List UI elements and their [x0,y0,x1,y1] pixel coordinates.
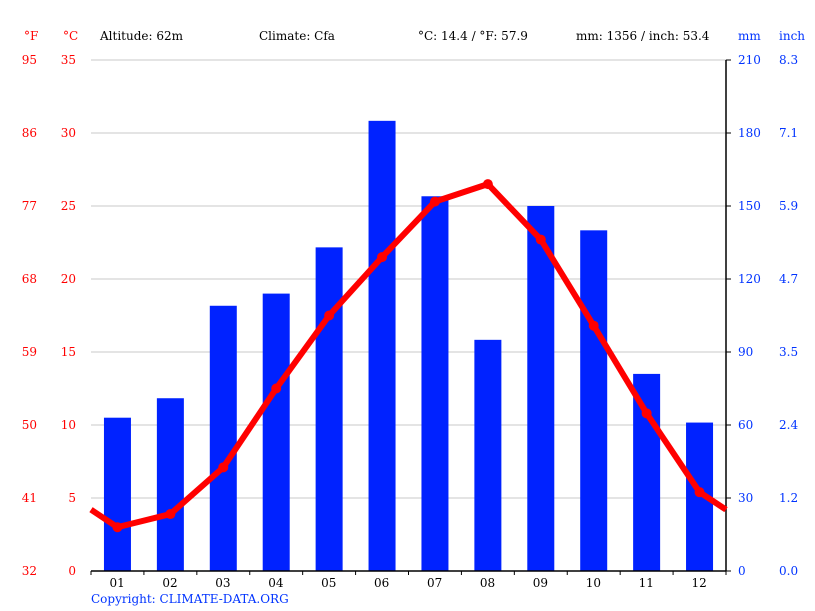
fahrenheit-unit-label: °F [24,29,39,43]
tick-label: 10 [60,418,76,432]
temperature-point [165,509,176,520]
month-label: 03 [215,576,231,590]
tick-label: 60 [738,418,754,432]
tick-label: 25 [60,199,76,213]
tick-label: 0.0 [779,564,799,578]
tick-label: 59 [21,345,37,359]
tick-label: 86 [21,126,37,140]
temperature-point [324,310,335,321]
temperature-point [694,487,705,498]
tick-label: 35 [60,53,76,67]
temperature-point [641,408,652,419]
precipitation-bar [262,293,290,571]
tick-label: 8.3 [779,53,799,67]
tick-label: 180 [738,126,761,140]
precipitation-bar [580,230,608,572]
temperature-point [482,179,493,190]
tick-label: 5.9 [779,199,799,213]
tick-label: 77 [21,199,37,213]
altitude-label: Altitude: 62m [100,29,184,43]
precipitation-bar [209,305,237,571]
temperature-point [535,234,546,245]
precipitation-summary: mm: 1356 / inch: 53.4 [576,29,710,43]
tick-label: 150 [738,199,761,213]
month-label: 04 [268,576,284,590]
tick-label: 7.1 [779,126,799,140]
tick-label: 3.5 [779,345,799,359]
precipitation-bar [527,206,555,571]
tick-label: 210 [738,53,761,67]
temperature-point [377,252,388,263]
tick-label: 95 [21,53,37,67]
mm-unit-label: mm [738,29,761,43]
month-label: 11 [638,576,654,590]
tick-label: 50 [21,418,37,432]
tick-label: 68 [21,272,37,286]
tick-label: 2.4 [779,418,799,432]
month-label: 12 [691,576,707,590]
precipitation-bar [474,339,502,571]
precipitation-bar [156,398,184,571]
temperature-line [89,181,728,531]
month-label: 07 [426,576,443,590]
precipitation-bar [421,196,449,571]
precipitation-bar [368,120,396,571]
temperature-point [429,196,440,207]
tick-label: 30 [738,491,754,505]
temperature-point [112,522,123,533]
month-label: 09 [532,576,549,590]
tick-label: 4.7 [779,272,799,286]
tick-label: 20 [60,272,76,286]
tick-label: 90 [738,345,754,359]
temperature-point [271,383,282,394]
temperature-point [588,320,599,331]
temperature-point [218,462,229,473]
month-label: 01 [109,576,125,590]
tick-label: 1.2 [779,491,799,505]
climate-label: Climate: Cfa [259,29,335,43]
month-label: 05 [321,576,337,590]
celsius-unit-label: °C [63,29,79,43]
month-label: 06 [374,576,390,590]
tick-label: 120 [738,272,761,286]
month-label: 08 [479,576,496,590]
tick-label: 32 [21,564,37,578]
precipitation-bar [103,417,131,571]
tick-label: 0 [738,564,746,578]
temperature-summary: °C: 14.4 / °F: 57.9 [418,29,528,43]
month-label: 02 [162,576,178,590]
precipitation-bar [633,373,661,571]
copyright-link[interactable]: Copyright: CLIMATE-DATA.ORG [91,592,289,606]
inch-unit-label: inch [779,29,806,43]
tick-label: 41 [21,491,37,505]
month-label: 10 [585,576,601,590]
tick-label: 0 [68,564,76,578]
tick-label: 15 [60,345,76,359]
precipitation-bar [315,247,343,571]
tick-label: 30 [60,126,76,140]
tick-label: 5 [68,491,76,505]
